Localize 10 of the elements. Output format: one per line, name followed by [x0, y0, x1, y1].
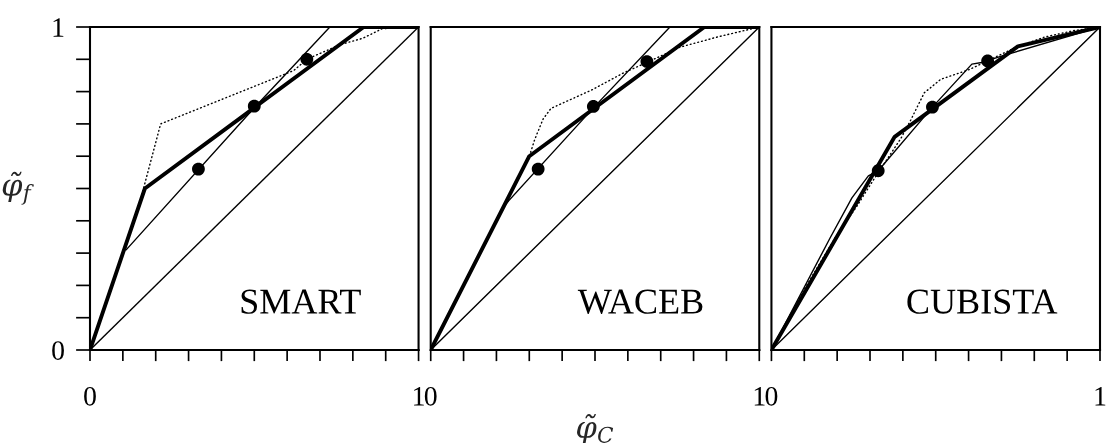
x-tick-label: 1: [1095, 387, 1106, 406]
annotation: WACEB: [577, 289, 703, 315]
annotation: SMART: [241, 289, 361, 314]
annotation: CUBISTA: [907, 289, 1058, 314]
x-tick-label: 1: [414, 387, 424, 406]
x-tick-label: 0: [84, 386, 96, 406]
x-tick-label: 1: [754, 387, 765, 406]
x-tick-label: 0: [765, 386, 778, 406]
y-axis-title: φ̃$_{f}$: [2, 171, 34, 205]
x-tick-label: 0: [424, 386, 437, 406]
